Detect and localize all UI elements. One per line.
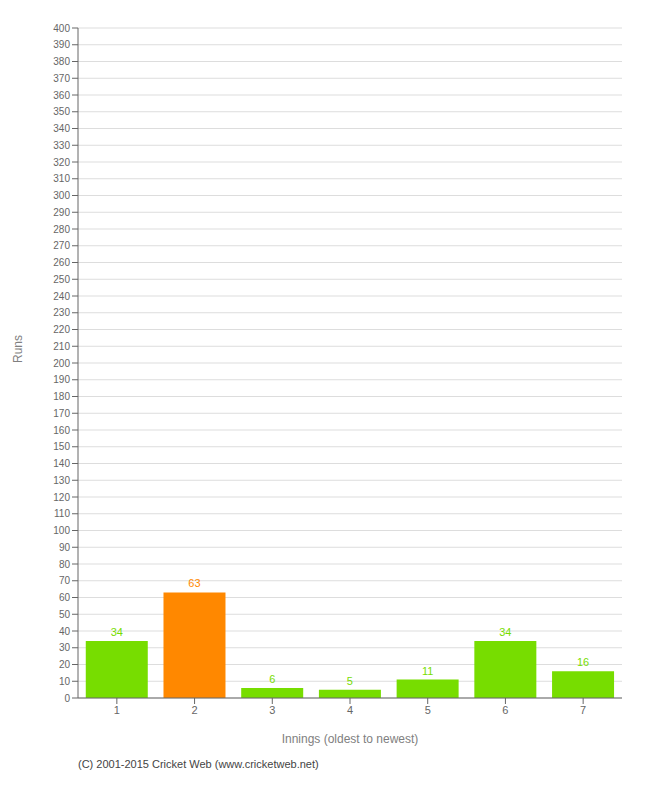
svg-text:40: 40 <box>59 626 71 637</box>
svg-text:260: 260 <box>53 257 70 268</box>
svg-text:160: 160 <box>53 425 70 436</box>
svg-text:180: 180 <box>53 391 70 402</box>
svg-text:11: 11 <box>422 665 433 677</box>
svg-text:220: 220 <box>53 324 70 335</box>
svg-text:5: 5 <box>425 704 431 716</box>
svg-text:380: 380 <box>53 56 70 67</box>
svg-text:70: 70 <box>59 575 71 586</box>
svg-text:1: 1 <box>114 704 120 716</box>
svg-text:120: 120 <box>53 492 70 503</box>
svg-text:150: 150 <box>53 441 70 452</box>
svg-text:34: 34 <box>499 626 511 638</box>
svg-text:30: 30 <box>59 642 71 653</box>
svg-text:60: 60 <box>59 592 71 603</box>
svg-text:5: 5 <box>347 675 353 687</box>
svg-text:0: 0 <box>64 693 70 704</box>
svg-text:Runs: Runs <box>11 335 25 363</box>
svg-text:34: 34 <box>111 626 123 638</box>
svg-text:290: 290 <box>53 207 70 218</box>
svg-text:240: 240 <box>53 291 70 302</box>
svg-text:4: 4 <box>347 704 353 716</box>
svg-text:230: 230 <box>53 307 70 318</box>
svg-text:270: 270 <box>53 240 70 251</box>
svg-text:90: 90 <box>59 542 71 553</box>
svg-text:320: 320 <box>53 157 70 168</box>
svg-text:130: 130 <box>53 475 70 486</box>
svg-text:170: 170 <box>53 408 70 419</box>
svg-text:250: 250 <box>53 274 70 285</box>
svg-text:100: 100 <box>53 525 70 536</box>
html-text:(C) 2001-2015 Cricket Web (www: (C) 2001-2015 Cricket Web (www.cricketwe… <box>78 758 319 770</box>
svg-text:340: 340 <box>53 123 70 134</box>
svg-text:280: 280 <box>53 224 70 235</box>
svg-text:210: 210 <box>53 341 70 352</box>
svg-text:6: 6 <box>269 673 275 685</box>
svg-text:Innings (oldest to newest): Innings (oldest to newest) <box>282 732 419 746</box>
svg-text:200: 200 <box>53 358 70 369</box>
svg-text:350: 350 <box>53 106 70 117</box>
svg-text:7: 7 <box>580 704 586 716</box>
svg-text:330: 330 <box>53 140 70 151</box>
svg-text:50: 50 <box>59 609 71 620</box>
svg-text:3: 3 <box>269 704 275 716</box>
svg-text:190: 190 <box>53 374 70 385</box>
svg-text:300: 300 <box>53 190 70 201</box>
svg-text:6: 6 <box>502 704 508 716</box>
svg-text:390: 390 <box>53 39 70 50</box>
svg-text:140: 140 <box>53 458 70 469</box>
svg-text:110: 110 <box>54 508 70 519</box>
svg-text:20: 20 <box>59 659 71 670</box>
svg-text:2: 2 <box>192 704 198 716</box>
svg-text:310: 310 <box>53 173 70 184</box>
svg-text:80: 80 <box>59 559 71 570</box>
svg-text:63: 63 <box>188 577 200 589</box>
svg-text:16: 16 <box>577 656 589 668</box>
svg-text:360: 360 <box>53 90 70 101</box>
svg-text:370: 370 <box>53 73 70 84</box>
svg-text:10: 10 <box>59 676 71 687</box>
svg-text:400: 400 <box>53 23 70 34</box>
